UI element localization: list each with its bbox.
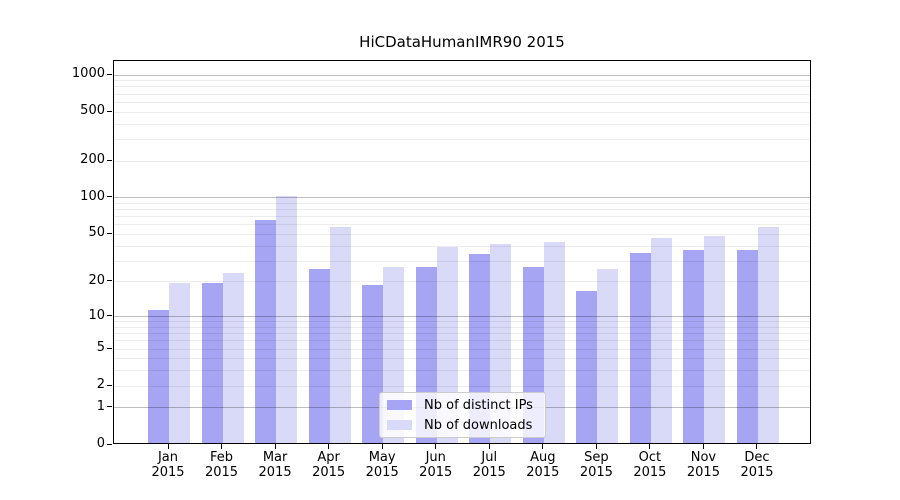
- y-tick-label: 200: [80, 152, 105, 167]
- bar-jan-downloads: [169, 282, 190, 443]
- x-tick-year: 2015: [686, 465, 720, 480]
- x-tick-label: Dec 2015: [717, 450, 797, 480]
- x-tick-month: Sep: [584, 450, 609, 465]
- bar-apr-downloads: [329, 226, 351, 443]
- x-tick-label: Aug 2015: [503, 450, 583, 480]
- x-tick-month: Jan: [157, 450, 179, 465]
- chart-title: HiCDataHumanIMR90 2015: [359, 33, 565, 51]
- y-tick-label: 500: [80, 103, 105, 119]
- x-tick-mark: [702, 444, 704, 449]
- legend-label-distinct-ips: Nb of distinct IPs: [424, 397, 533, 413]
- bar-dec-downloads: [757, 227, 779, 443]
- y-tick-label: 5: [96, 340, 105, 356]
- y-tick-label: 100: [80, 188, 105, 204]
- x-tick-year: 2015: [633, 465, 667, 480]
- x-tick-month: Nov: [690, 450, 717, 465]
- y-tick-mark: [107, 347, 112, 349]
- x-tick-mark: [542, 444, 544, 449]
- x-tick-month: Jul: [481, 450, 498, 465]
- bar-mar-downloads: [276, 195, 298, 443]
- x-tick-month: Jun: [425, 450, 446, 465]
- x-tick-month: Apr: [317, 450, 340, 465]
- x-tick-mark: [274, 444, 276, 449]
- x-tick-label: Nov 2015: [663, 450, 743, 480]
- x-tick-label: May 2015: [342, 450, 422, 480]
- y-tick-mark: [107, 159, 112, 161]
- x-tick-mark: [595, 444, 597, 449]
- bar-oct-downloads: [650, 237, 672, 443]
- bar-aug-downloads: [543, 241, 565, 443]
- y-tick-mark: [107, 196, 112, 198]
- x-tick-year: 2015: [258, 465, 292, 480]
- bar-mar-distinct-ips: [255, 220, 277, 443]
- x-tick-mark: [167, 444, 169, 449]
- y-tick-label: 50: [88, 225, 105, 241]
- legend-label-downloads: Nb of downloads: [424, 417, 533, 433]
- bar-sep-downloads: [597, 268, 619, 443]
- x-tick-month: May: [368, 450, 396, 465]
- x-tick-month: Dec: [744, 450, 770, 465]
- x-tick-year: 2015: [526, 465, 560, 480]
- legend-swatch-distinct-ips: [387, 400, 412, 410]
- x-tick-year: 2015: [419, 465, 453, 480]
- plot-area: [113, 60, 811, 444]
- y-tick-mark: [107, 280, 112, 282]
- x-tick-mark: [435, 444, 437, 449]
- x-tick-label: Feb 2015: [182, 450, 262, 480]
- x-tick-year: 2015: [204, 465, 239, 480]
- x-tick-label: Jun 2015: [396, 450, 476, 480]
- y-tick-mark: [107, 232, 112, 234]
- bar-sep-distinct-ips: [576, 291, 598, 443]
- legend: Nb of distinct IPs Nb of downloads: [379, 392, 546, 438]
- legend-entry-distinct-ips: Nb of distinct IPs: [387, 398, 545, 413]
- y-tick-label: 10: [88, 307, 105, 323]
- x-tick-mark: [221, 444, 223, 449]
- x-tick-label: Jul 2015: [449, 450, 529, 480]
- bar-nov-downloads: [704, 235, 726, 443]
- legend-swatch-downloads: [387, 420, 412, 430]
- y-tick-mark: [107, 73, 112, 75]
- bar-apr-distinct-ips: [308, 268, 330, 443]
- y-tick-label: 20: [88, 272, 105, 288]
- y-tick-mark: [107, 110, 112, 112]
- x-tick-month: Oct: [638, 450, 662, 465]
- y-tick-mark: [107, 315, 112, 317]
- y-tick-mark: [107, 443, 112, 445]
- y-tick-mark: [107, 384, 112, 386]
- bar-jan-distinct-ips: [148, 309, 169, 443]
- x-tick-label: Oct 2015: [610, 450, 690, 480]
- x-tick-label: Sep 2015: [556, 450, 636, 480]
- y-tick-label: 0: [96, 436, 105, 451]
- y-tick-label: 1000: [71, 66, 105, 82]
- y-tick-label: 1: [96, 398, 105, 414]
- bar-feb-distinct-ips: [201, 282, 223, 443]
- bar-may-distinct-ips: [362, 285, 384, 443]
- x-tick-year: 2015: [579, 465, 613, 480]
- bar-dec-distinct-ips: [736, 249, 758, 443]
- bar-nov-distinct-ips: [683, 249, 705, 443]
- x-tick-year: 2015: [365, 465, 399, 480]
- x-tick-year: 2015: [740, 465, 774, 480]
- x-tick-year: 2015: [312, 465, 346, 480]
- bars-layer: [114, 61, 810, 443]
- x-tick-year: 2015: [472, 465, 506, 480]
- x-tick-month: Mar: [262, 450, 288, 465]
- x-tick-month: Feb: [210, 450, 234, 465]
- y-tick-mark: [107, 406, 112, 408]
- x-tick-year: 2015: [151, 465, 185, 480]
- x-tick-label: Mar 2015: [235, 450, 315, 480]
- bar-feb-downloads: [222, 272, 244, 443]
- bar-oct-distinct-ips: [629, 252, 651, 443]
- x-tick-label: Apr 2015: [289, 450, 369, 480]
- x-tick-mark: [756, 444, 758, 449]
- x-tick-mark: [328, 444, 330, 449]
- x-tick-mark: [381, 444, 383, 449]
- x-tick-mark: [649, 444, 651, 449]
- x-tick-mark: [488, 444, 490, 449]
- x-tick-month: Aug: [530, 450, 556, 465]
- legend-entry-downloads: Nb of downloads: [387, 418, 545, 433]
- y-tick-label: 2: [96, 377, 105, 393]
- x-tick-label: Jan 2015: [128, 450, 208, 480]
